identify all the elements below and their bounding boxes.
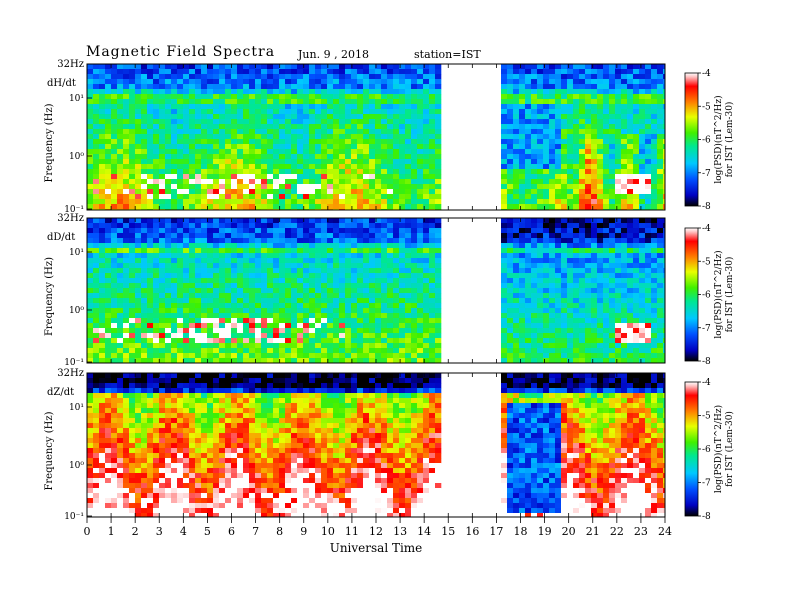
x-tick-label: 2: [132, 525, 139, 538]
colorbar-label: log(PSD)(nT^2/Hz): [713, 95, 724, 183]
spectrogram-3: [87, 373, 666, 518]
x-tick-label: 20: [562, 525, 576, 538]
x-axis-label: Universal Time: [330, 541, 423, 555]
colorbar-label: log(PSD)(nT^2/Hz): [713, 405, 724, 493]
y-tick-label: 10⁻¹: [64, 205, 84, 215]
y-axis-label: Frequency (Hz): [44, 103, 55, 182]
figure-title: Magnetic Field Spectra: [86, 44, 276, 60]
y-axis-label: Frequency (Hz): [44, 411, 55, 490]
component-label: dZ/dt: [47, 387, 74, 398]
x-tick-label: 8: [276, 525, 283, 538]
y-tick-label: 10⁰: [69, 306, 84, 316]
x-tick-label: 18: [514, 525, 528, 538]
x-tick-label: 5: [204, 525, 211, 538]
x-tick-label: 7: [252, 525, 259, 538]
x-tick-label: 11: [345, 525, 359, 538]
date-label: Jun. 9 , 2018: [298, 48, 370, 61]
colorbar-tick-label: -8: [702, 512, 711, 522]
colorbar: -4 -5 -6 -7 -8 log(PSD)(nT^2/Hz) for IST (Lem-…: [684, 378, 735, 522]
colorbar-sublabel: for IST (Lem-30): [724, 257, 735, 333]
colorbar-tick-label: -4: [702, 224, 711, 234]
colorbar-tick-label: -8: [702, 202, 711, 212]
x-tick-label: 1: [108, 525, 115, 538]
x-tick-label: 6: [228, 525, 235, 538]
top-freq-label: 32Hz: [57, 368, 84, 379]
x-tick-label: 16: [465, 525, 479, 538]
colorbar-tick-label: -6: [702, 136, 711, 146]
component-label: dH/dt: [47, 78, 76, 89]
colorbar-tick-label: -7: [702, 169, 711, 179]
colorbar-tick-label: -5: [702, 102, 711, 112]
colorbar-sublabel: for IST (Lem-30): [724, 411, 735, 487]
x-tick-label: 13: [393, 525, 407, 538]
panel-ticks: [86, 373, 666, 517]
colorbar-tick-label: -8: [702, 357, 711, 367]
colorbar-tick-label: -6: [702, 445, 711, 455]
x-tick-label: 0: [84, 525, 91, 538]
colorbar-scale: [684, 227, 699, 362]
colorbar-tick-label: -4: [702, 378, 711, 388]
station-label: station=IST: [414, 48, 481, 61]
y-tick-label: 10⁰: [69, 461, 84, 471]
x-tick-label: 23: [634, 525, 648, 538]
colorbar-tick-label: -4: [702, 69, 711, 79]
x-tick-label: 21: [586, 525, 600, 538]
x-tick-label: 3: [156, 525, 163, 538]
x-tick-label: 24: [658, 525, 672, 538]
x-tick-label: 4: [180, 525, 187, 538]
colorbar-label: log(PSD)(nT^2/Hz): [713, 250, 724, 338]
component-label: dD/dt: [47, 232, 75, 243]
colorbar: -4 -5 -6 -7 -8 log(PSD)(nT^2/Hz) for IST (Lem-…: [684, 69, 735, 212]
spectrogram-1: [87, 64, 666, 211]
y-tick-label: 10¹: [69, 403, 84, 413]
x-tick-label: 12: [369, 525, 383, 538]
colorbar-tick-label: -7: [702, 479, 711, 489]
top-freq-label: 32Hz: [57, 213, 84, 224]
y-tick-label: 10⁰: [69, 152, 84, 162]
colorbar-tick-label: -6: [702, 291, 711, 301]
colorbar-tick-label: -7: [702, 324, 711, 334]
time-axis: 0 1 2 3 4 5 6 7 8 9 10 11 12 13 14 15 16 17 18 19 20 21 22 23 24…: [84, 517, 672, 555]
y-tick-label: 10⁻¹: [64, 358, 84, 368]
colorbar-scale: [684, 381, 699, 517]
spectrogram-2: [87, 218, 666, 364]
x-tick-label: 14: [417, 525, 431, 538]
y-tick-label: 10¹: [69, 94, 84, 104]
y-axis-label: Frequency (Hz): [44, 257, 55, 336]
colorbar: -4 -5 -6 -7 -8 log(PSD)(nT^2/Hz) for IST (Lem-…: [684, 224, 735, 367]
x-tick-label: 10: [321, 525, 335, 538]
y-tick-label: 10⁻¹: [64, 512, 84, 522]
x-tick-label: 19: [538, 525, 552, 538]
x-tick-label: 22: [610, 525, 624, 538]
y-tick-label: 10¹: [69, 248, 84, 258]
x-tick-label: 9: [300, 525, 307, 538]
colorbar-sublabel: for IST (Lem-30): [724, 102, 735, 178]
colorbar-scale: [684, 72, 699, 207]
top-freq-label: 32Hz: [57, 59, 84, 70]
x-tick-label: 15: [441, 525, 455, 538]
colorbar-tick-label: -5: [702, 257, 711, 267]
x-tick-label: 17: [489, 525, 503, 538]
colorbar-tick-label: -5: [702, 412, 711, 422]
